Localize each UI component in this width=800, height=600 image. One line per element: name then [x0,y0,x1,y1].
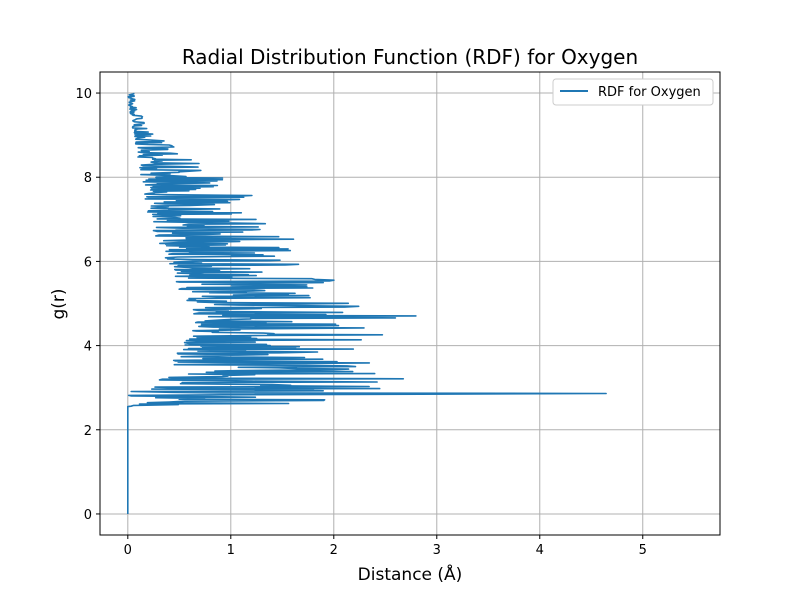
y-tick-label-3: 6 [84,255,92,270]
x-tick-label-2: 2 [330,543,338,558]
y-tick-label-4: 8 [84,171,92,186]
legend: RDF for Oxygen [553,79,713,105]
y-tick-label-5: 10 [75,87,92,102]
x-tick-label-4: 4 [536,543,544,558]
y-tick-label-1: 2 [84,424,92,439]
x-axis-title: Distance (Å) [358,563,463,585]
x-tick-label-3: 3 [433,543,441,558]
x-tick-label-5: 5 [639,543,647,558]
plot-area-background [100,72,720,535]
y-tick-label-2: 4 [84,340,92,355]
chart-title: Radial Distribution Function (RDF) for O… [182,45,638,69]
legend-label-rdf: RDF for Oxygen [598,85,701,100]
x-tick-label-0: 0 [124,543,132,558]
x-tick-label-1: 1 [227,543,235,558]
y-tick-label-0: 0 [84,508,92,523]
y-axis-title: g(r) [49,288,69,319]
